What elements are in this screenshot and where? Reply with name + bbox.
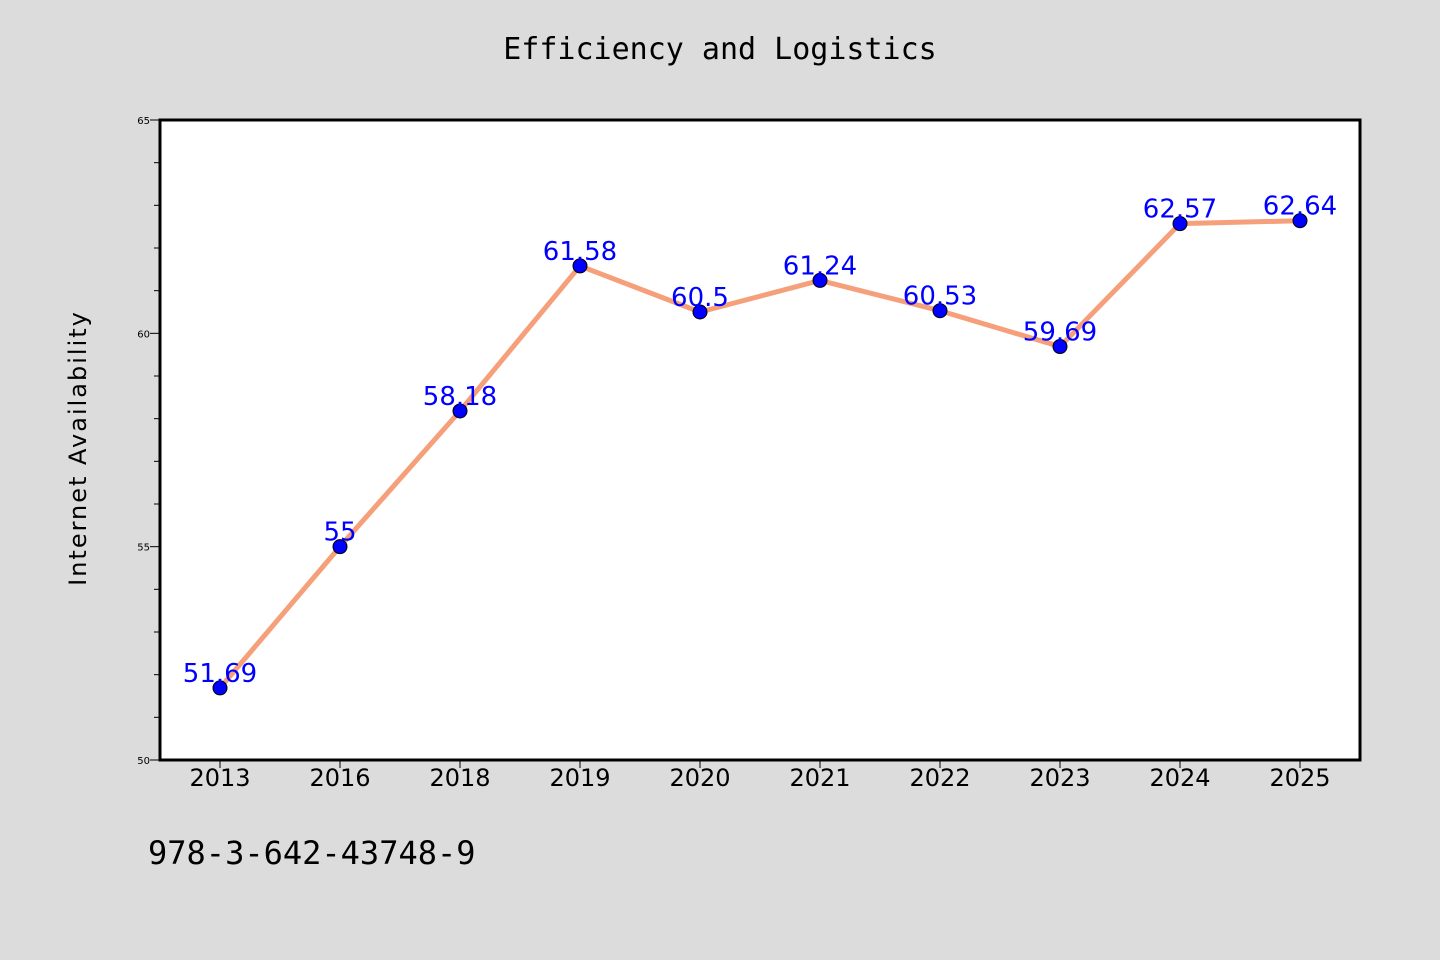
y-tick-label: 55 — [137, 543, 150, 554]
data-point-marker — [212, 680, 228, 696]
data-label: 61.58 — [543, 237, 617, 267]
x-tick-label: 2020 — [669, 764, 730, 792]
data-label: 60.53 — [903, 282, 977, 312]
x-tick-label: 2025 — [1269, 764, 1330, 792]
x-tick-label: 2019 — [549, 764, 610, 792]
x-tick-label: 2024 — [1149, 764, 1210, 792]
data-point-marker — [1292, 213, 1308, 229]
data-point-marker — [692, 304, 708, 320]
x-tick-label: 2022 — [909, 764, 970, 792]
data-label: 59.69 — [1023, 318, 1097, 348]
x-tick-label: 2023 — [1029, 764, 1090, 792]
data-label: 58.18 — [423, 382, 497, 412]
data-point-marker — [812, 272, 828, 288]
x-tick-label: 2018 — [429, 764, 490, 792]
data-point-marker — [572, 258, 588, 274]
plot-frame — [158, 118, 1362, 762]
data-label: 51.69 — [183, 659, 257, 689]
y-tick-label: 50 — [137, 756, 150, 767]
x-tick-label: 2013 — [189, 764, 250, 792]
data-label: 62.57 — [1143, 195, 1217, 225]
x-tick-label: 2021 — [789, 764, 850, 792]
y-axis-label: Internet Availability — [64, 310, 92, 586]
plot-area — [160, 120, 1360, 760]
data-point-marker — [452, 403, 468, 419]
data-label: 60.5 — [671, 283, 729, 313]
series-line — [217, 218, 1303, 691]
y-tick-label: 60 — [137, 329, 150, 340]
data-label: 61.24 — [783, 251, 857, 281]
x-tick-label: 2016 — [309, 764, 370, 792]
chart-title: Efficiency and Logistics — [503, 32, 937, 67]
data-point-marker — [1172, 216, 1188, 232]
data-label: 62.64 — [1263, 192, 1337, 222]
data-point-marker — [332, 539, 348, 555]
data-point-marker — [932, 303, 948, 319]
data-point-marker — [1052, 339, 1068, 355]
footer-code: 978-3-642-43748-9 — [148, 834, 476, 872]
y-tick-label: 65 — [137, 116, 150, 127]
data-label: 55 — [323, 518, 356, 548]
